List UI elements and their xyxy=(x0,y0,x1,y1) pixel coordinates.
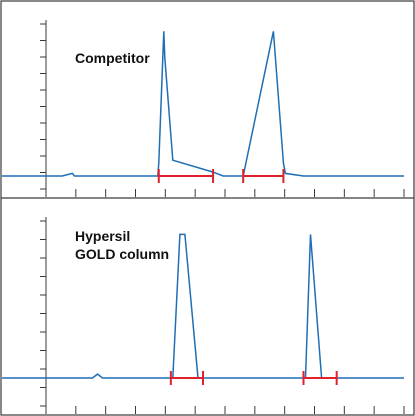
chart-panel-competitor: Competitor xyxy=(2,20,405,197)
panel-label-line-2: GOLD column xyxy=(75,246,169,262)
panel-ticks xyxy=(40,20,405,197)
panel-ticks xyxy=(40,217,405,414)
chromatogram-trace xyxy=(2,233,404,379)
integration-markers xyxy=(169,371,338,385)
panel-label-line-1: Hypersil xyxy=(75,228,130,244)
integration-markers xyxy=(157,169,285,183)
chromatogram-trace xyxy=(2,31,404,177)
panel-label: Competitor xyxy=(75,50,150,66)
chart-panel-hypersil-gold: Hypersil GOLD column xyxy=(2,217,405,414)
panel-label-line-1: Competitor xyxy=(75,50,150,66)
panel-label: Hypersil GOLD column xyxy=(75,228,169,262)
